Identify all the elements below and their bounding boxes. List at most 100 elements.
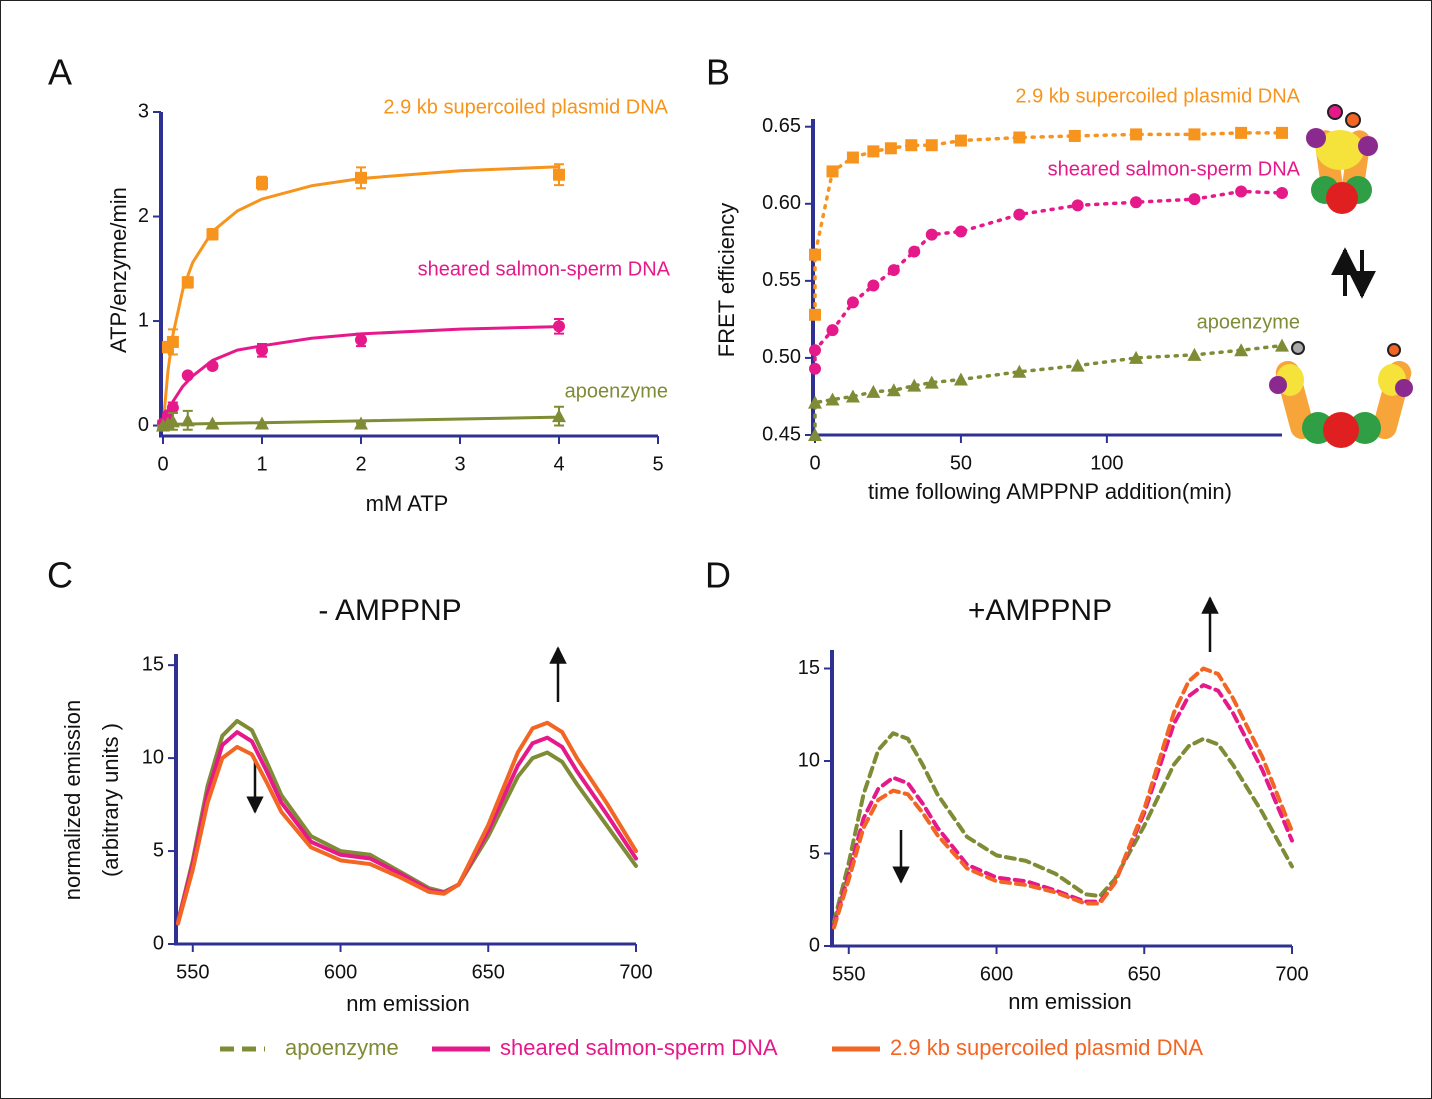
point xyxy=(181,276,194,289)
point xyxy=(1275,338,1289,352)
point xyxy=(206,228,219,241)
series-annotation: 2.9 kb supercoiled plasmid DNA xyxy=(1015,85,1300,107)
point xyxy=(256,344,268,357)
y-axis-label: ATP/enzyme/min xyxy=(106,187,131,353)
point xyxy=(1130,196,1143,209)
point xyxy=(165,414,180,428)
panel-label: D xyxy=(705,555,731,596)
y-tick-label: 5 xyxy=(153,839,164,861)
x-tick-label: 2 xyxy=(355,453,366,475)
point xyxy=(845,389,860,403)
x-tick-label: 650 xyxy=(472,961,505,983)
point xyxy=(826,165,839,178)
x-axis-label: mM ATP xyxy=(366,491,449,516)
point xyxy=(1071,199,1084,212)
schematic-open xyxy=(1269,341,1413,448)
y-axis-label: FRET efficiency xyxy=(714,203,739,357)
point xyxy=(886,383,901,397)
schematic-closed xyxy=(1306,104,1378,214)
x-tick-label: 650 xyxy=(1128,963,1161,985)
y-tick-label: 0.45 xyxy=(762,423,801,445)
point xyxy=(925,228,938,241)
point xyxy=(1013,131,1026,144)
chart-title: - AMPPNP xyxy=(318,594,461,627)
series-annotation: apoenzyme xyxy=(1197,311,1300,333)
point xyxy=(355,333,367,346)
point xyxy=(867,279,880,292)
y-axis-label: (arbitrary units ) xyxy=(98,723,123,877)
point xyxy=(1235,126,1248,139)
x-tick-label: 100 xyxy=(1090,452,1123,474)
point xyxy=(206,359,219,372)
y-tick-label: 15 xyxy=(798,657,820,679)
point xyxy=(1070,358,1085,372)
x-tick-label: 4 xyxy=(553,453,564,475)
point xyxy=(1013,208,1026,221)
y-tick-label: 3 xyxy=(138,100,149,122)
point xyxy=(866,384,881,398)
series-annotation: apoenzyme xyxy=(565,380,668,402)
panel-label: B xyxy=(706,52,730,93)
point xyxy=(205,416,220,430)
panel-label: A xyxy=(48,52,72,93)
x-axis-label: time following AMPPNP addition(min) xyxy=(868,479,1232,504)
y-tick-label: 10 xyxy=(798,749,820,771)
series-annotation: sheared salmon-sperm DNA xyxy=(1048,158,1301,180)
y-tick-label: 0 xyxy=(153,932,164,954)
panel-label: C xyxy=(47,555,73,596)
point xyxy=(1187,347,1202,361)
connector-line xyxy=(813,343,1284,437)
y-tick-label: 10 xyxy=(142,746,164,768)
point xyxy=(925,139,938,152)
point xyxy=(1012,364,1027,378)
y-tick-label: 15 xyxy=(142,653,164,675)
series-annotation: sheared salmon-sperm DNA xyxy=(418,258,671,280)
connector-line xyxy=(813,189,1284,371)
point xyxy=(954,134,967,147)
point xyxy=(180,413,195,427)
spectrum-line xyxy=(832,666,1294,930)
point xyxy=(846,151,859,164)
x-tick-label: 1 xyxy=(256,453,267,475)
y-tick-label: 5 xyxy=(809,842,820,864)
point xyxy=(905,139,918,152)
y-tick-label: 0.60 xyxy=(762,192,801,214)
point xyxy=(255,416,269,430)
point xyxy=(166,335,179,348)
x-axis-label: nm emission xyxy=(346,991,469,1016)
point xyxy=(181,369,194,382)
y-tick-label: 2 xyxy=(138,205,149,227)
point xyxy=(924,375,939,389)
point xyxy=(954,225,967,238)
point xyxy=(256,177,268,190)
point xyxy=(166,401,179,414)
y-tick-label: 0.50 xyxy=(762,346,801,368)
y-axis-label: normalized emission xyxy=(60,700,85,901)
x-tick-label: 700 xyxy=(1275,963,1308,985)
point xyxy=(1234,343,1249,357)
point xyxy=(809,248,821,261)
point xyxy=(809,308,821,321)
point xyxy=(908,245,921,258)
spectrum-line xyxy=(832,731,1294,924)
y-tick-label: 0 xyxy=(809,934,820,956)
point xyxy=(887,264,900,277)
legend-label: apoenzyme xyxy=(285,1035,399,1060)
point xyxy=(846,296,859,309)
x-tick-label: 700 xyxy=(619,961,652,983)
y-tick-label: 0 xyxy=(138,414,149,436)
x-tick-label: 0 xyxy=(809,452,820,474)
point xyxy=(808,395,822,409)
y-tick-label: 1 xyxy=(138,309,149,331)
x-tick-label: 600 xyxy=(324,961,357,983)
spectrum-line xyxy=(176,720,638,926)
point xyxy=(1276,186,1288,199)
point xyxy=(1129,350,1144,364)
y-tick-label: 0.65 xyxy=(762,115,801,137)
y-tick-label: 0.55 xyxy=(762,269,801,291)
point xyxy=(1130,128,1143,141)
x-tick-label: 600 xyxy=(980,963,1013,985)
connector-line xyxy=(813,131,1284,317)
point xyxy=(907,378,922,392)
